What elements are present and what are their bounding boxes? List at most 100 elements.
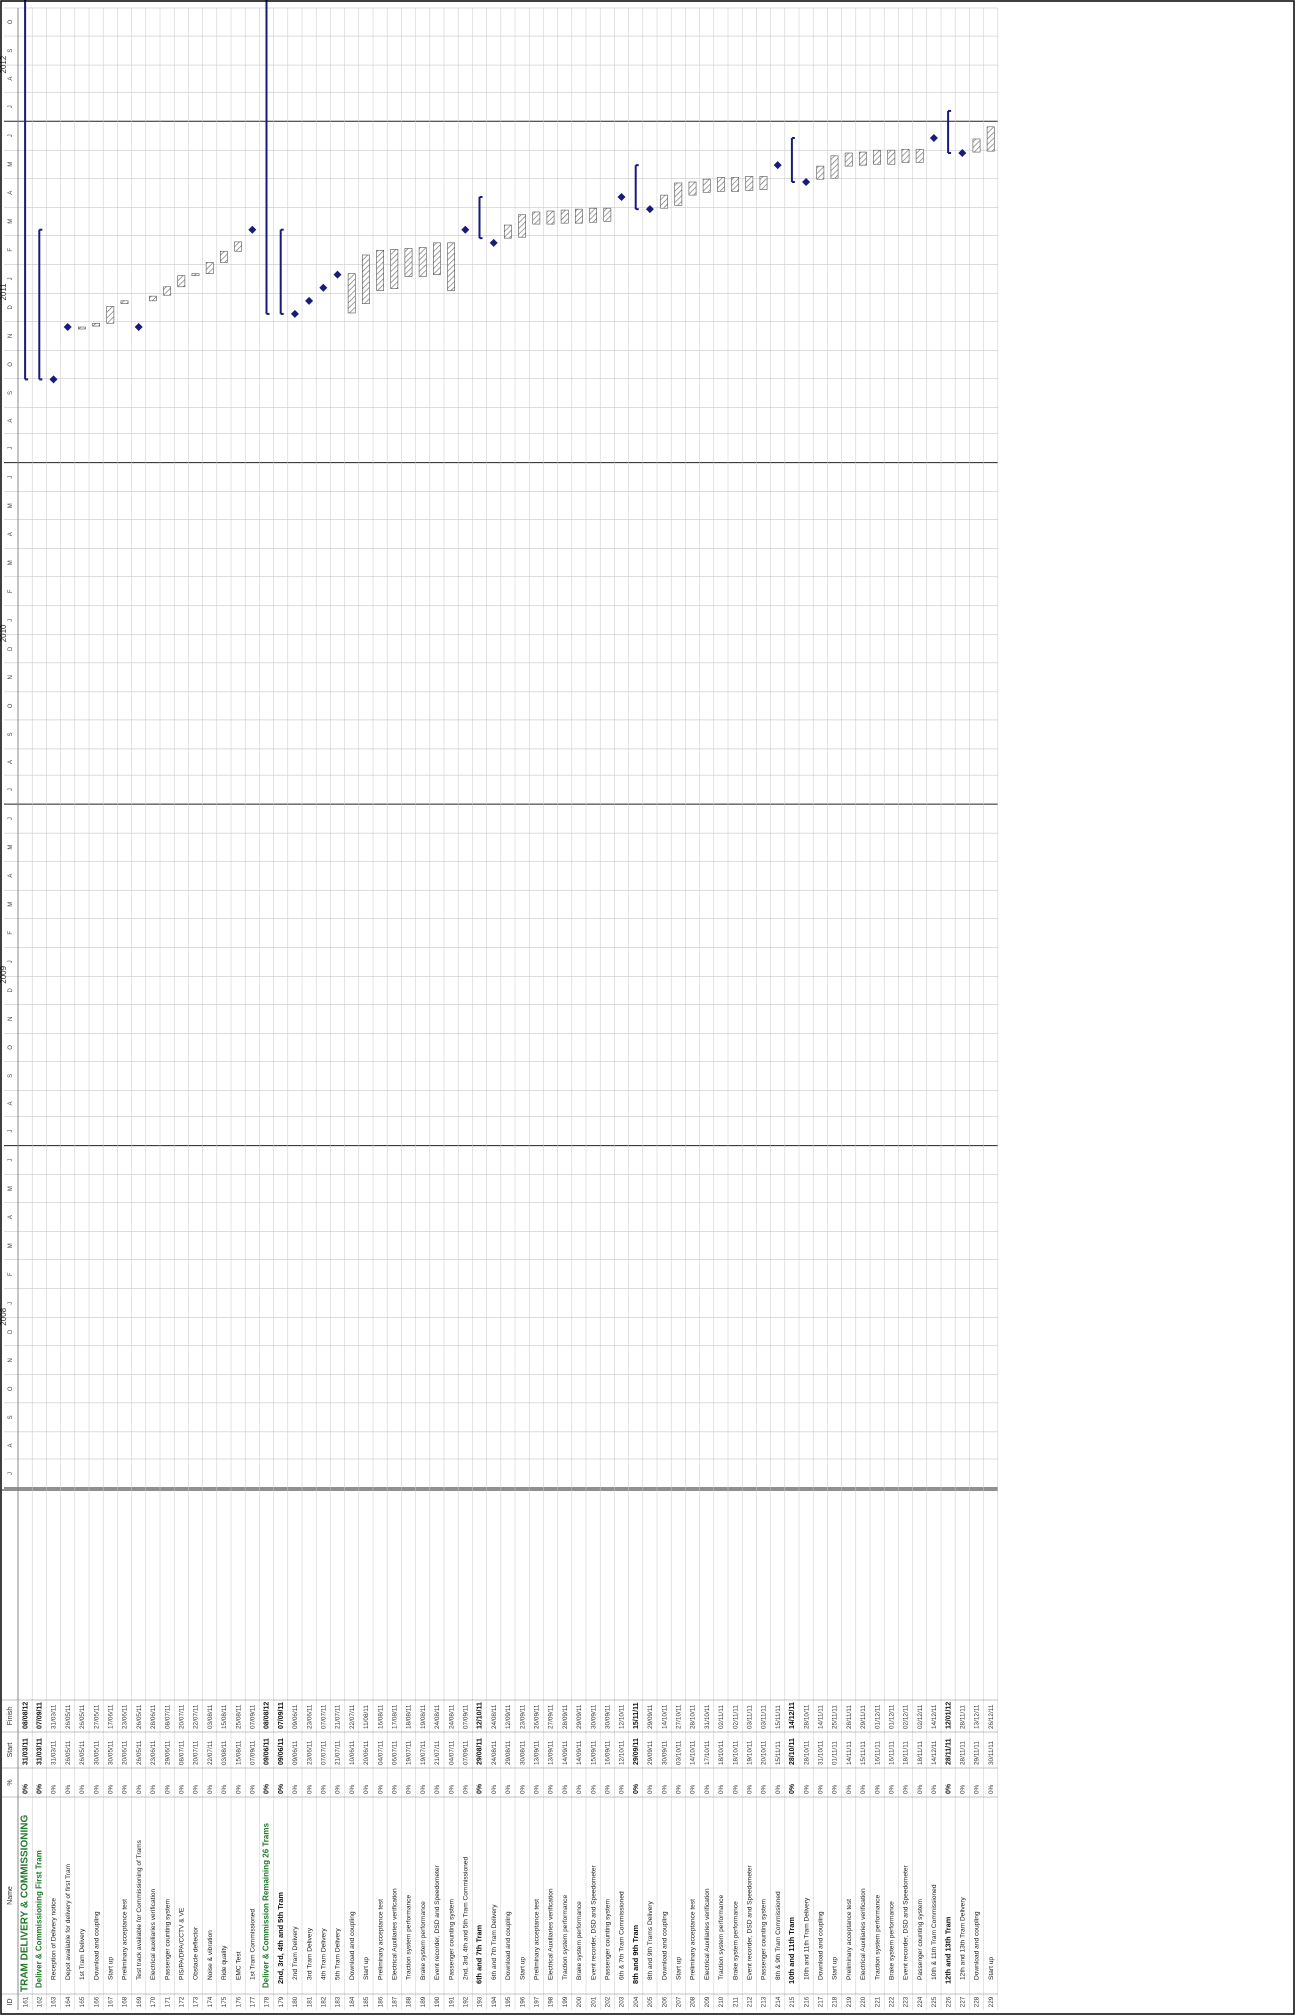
cell-start: 06/07/11 [392, 1740, 399, 1765]
cell-start: 30/05/11 [108, 1740, 115, 1765]
cell-id: 228 [974, 1996, 981, 2007]
year-label: 2008 [0, 1307, 8, 1325]
cell-name: 8th & 9th Tram Commissioned [775, 1891, 782, 1980]
gantt-bars [24, 0, 995, 384]
cell-id: 185 [363, 1996, 370, 2007]
cell-start: 29/09/11 [647, 1740, 654, 1765]
cell-start: 17/10/11 [704, 1740, 711, 1765]
cell-start: 30/11/11 [988, 1741, 995, 1765]
cell-id: 196 [519, 1996, 526, 2007]
timeline-grid: J A S O N D J F M A M J J A S O N D J F M A M J J A S O N D J F M A M J J A S O… [0, 7, 999, 2010]
cell-finish: 03/08/11 [207, 1704, 214, 1729]
cell-id: 225 [931, 1996, 938, 2007]
cell-finish: 14/12/11 [931, 1704, 938, 1729]
month-tick-label: A [8, 1215, 14, 1219]
cell-start: 18/10/11 [718, 1740, 725, 1765]
task-bar [361, 254, 370, 304]
task-bar [873, 149, 881, 165]
cell-start: 28/11/11 [945, 1738, 952, 1765]
cell-finish: 26/09/11 [534, 1704, 541, 1729]
cell-name: Electrical Auxiliaries verification [392, 1888, 399, 1980]
cell-id: 169 [136, 1996, 143, 2007]
cell-id: 165 [79, 1996, 86, 2007]
cell-finish: 20/07/11 [179, 1704, 186, 1729]
milestone-mark [248, 225, 257, 234]
cell-finish: 17/06/11 [108, 1704, 115, 1729]
milestone-mark [929, 134, 938, 143]
cell-start: 31/03/11 [22, 1738, 29, 1765]
cell-finish: 22/07/11 [349, 1704, 356, 1729]
cell-percent: 0% [576, 1784, 583, 1794]
month-tick-label: M [8, 560, 14, 565]
cell-percent: 0% [818, 1784, 825, 1794]
task-bar [163, 286, 171, 296]
cell-name: Electrical Auxiliaries verification [860, 1888, 867, 1980]
cell-percent: 0% [974, 1784, 981, 1794]
cell-finish: 07/09/11 [463, 1704, 470, 1729]
cell-percent: 0% [321, 1784, 328, 1794]
column-header-pct: % [7, 1779, 14, 1785]
cell-id: 219 [846, 1996, 853, 2007]
cell-id: 175 [221, 1996, 228, 2007]
cell-finish: 12/01/12 [945, 1702, 952, 1729]
cell-name: 12th and 13th Tram [943, 1916, 952, 1984]
cell-percent: 0% [903, 1784, 910, 1794]
cell-percent: 0% [420, 1784, 427, 1794]
cell-finish: 31/03/11 [51, 1704, 58, 1729]
cell-percent: 0% [335, 1784, 342, 1794]
month-tick-label: O [8, 1386, 14, 1391]
cell-start: 30/09/11 [661, 1740, 668, 1765]
task-bar [390, 249, 399, 289]
month-tick-label: M [8, 1243, 14, 1248]
cell-name: Noise & vibration [207, 1930, 214, 1980]
milestone-mark [49, 375, 58, 384]
cell-name: 10th & 11th Tram Commissioned [931, 1884, 938, 1980]
cell-name: Passenger counting system [761, 1898, 768, 1980]
cell-name: Ride quality [221, 1945, 228, 1980]
cell-finish: 28/11/11 [960, 1705, 967, 1729]
cell-finish: 19/08/11 [420, 1704, 427, 1729]
column-header-start: Start [7, 1743, 14, 1758]
cell-percent: 0% [917, 1784, 924, 1794]
cell-name: Start up [832, 1957, 839, 1980]
cell-name: Event recorder, DSD and Speedometer [590, 1864, 597, 1980]
task-bar [418, 247, 427, 277]
task-bar [887, 149, 896, 165]
cell-start: 30/05/11 [93, 1740, 100, 1765]
task-bar [447, 242, 455, 291]
month-tick-label: J [8, 105, 14, 108]
cell-name: Event recorder, DSD and Speedometer [903, 1864, 910, 1980]
cell-name: EMC Test [235, 1951, 242, 1980]
milestone-mark [489, 238, 498, 247]
task-bar [376, 250, 384, 291]
cell-start: 31/03/11 [37, 1738, 44, 1765]
cell-id: 174 [207, 1996, 214, 2007]
cell-finish: 28/10/11 [690, 1704, 697, 1729]
cell-name: Passenger counting system [164, 1898, 171, 1980]
task-bar [347, 273, 356, 314]
cell-percent: 0% [434, 1784, 441, 1794]
cell-start: 16/11/11 [874, 1741, 881, 1765]
cell-name: Download and coupling [661, 1911, 668, 1980]
cell-finish: 28/09/11 [562, 1704, 569, 1729]
cell-id: 205 [647, 1996, 654, 2007]
cell-start: 22/07/11 [207, 1740, 214, 1765]
month-tick-label: M [8, 1186, 14, 1191]
cell-finish: 30/09/11 [590, 1704, 597, 1729]
cell-name: Preliminary acceptance test [122, 1899, 129, 1980]
task-bar [688, 181, 697, 196]
cell-start: 07/09/11 [250, 1740, 257, 1765]
cell-finish: 12/10/11 [477, 1702, 484, 1729]
month-tick-label: O [8, 362, 14, 367]
month-tick-label: J [8, 1472, 14, 1475]
cell-percent: 0% [37, 1783, 44, 1794]
milestone-mark [802, 178, 811, 187]
cell-percent: 0% [846, 1784, 853, 1794]
month-tick-label: N [8, 1017, 14, 1021]
task-bar [972, 138, 981, 153]
cell-name: Preliminary acceptance test [846, 1899, 853, 1980]
cell-name: Obstacle deflector [193, 1926, 200, 1980]
month-tick-label: A [8, 77, 14, 81]
cell-start: 03/10/11 [676, 1740, 683, 1765]
milestone-mark [958, 149, 967, 158]
